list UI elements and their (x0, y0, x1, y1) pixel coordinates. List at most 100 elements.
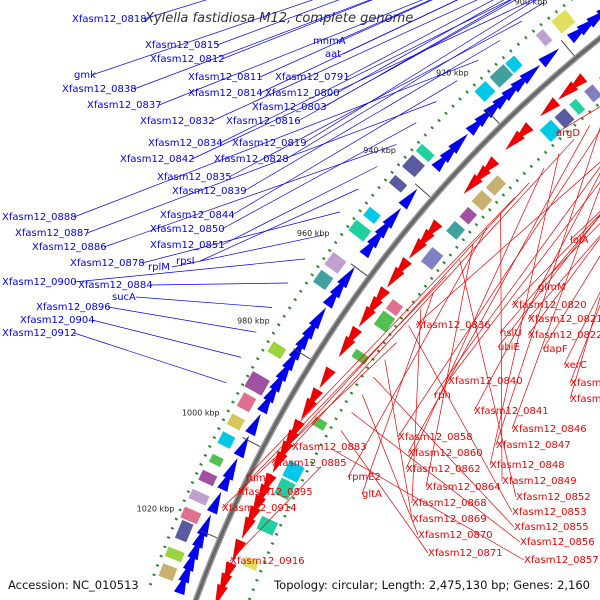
reverse-gene-label: Xfasm12_0857 (524, 555, 599, 566)
forward-gene-arrow (222, 457, 238, 481)
forward-gene-label: Xfasm12_0839 (172, 186, 247, 197)
cog-block-forward (198, 469, 218, 487)
forward-gene-label: Xfasm12_0904 (20, 315, 95, 326)
reverse-gene-arrow (251, 494, 266, 517)
reverse-gene-arrow (219, 572, 233, 595)
reverse-leader-line (527, 237, 600, 336)
reverse-gene-label: rpmE2 (348, 472, 381, 483)
reverse-gene-arrow (278, 440, 294, 463)
forward-leader-line (158, 0, 423, 106)
cog-block-reverse (420, 247, 444, 270)
tick-mark (350, 263, 368, 277)
forward-gene-arrow (337, 266, 355, 289)
forward-leader-line (259, 0, 433, 78)
forward-leader-line (86, 101, 437, 234)
reverse-gene-arrow (424, 219, 443, 240)
forward-gene-label: mnmA (313, 36, 346, 47)
reverse-leader-line (330, 448, 525, 561)
cog-block-forward (244, 371, 270, 396)
reverse-gene-label: Xfasm12_0852 (516, 492, 591, 503)
reverse-gene-label: Xfasm12_0864 (426, 482, 501, 493)
forward-leader-line (221, 166, 378, 246)
reverse-gene-arrow (215, 583, 228, 600)
reverse-gene-label: Xfasm12_0848 (490, 460, 565, 471)
reverse-gene-arrow (272, 450, 288, 473)
cog-block-forward (267, 341, 287, 360)
forward-gene-arrow (538, 48, 560, 68)
cog-block-reverse (274, 477, 296, 500)
cog-block-reverse (351, 348, 370, 365)
cog-block-reverse (569, 98, 586, 115)
forward-leader-line (199, 188, 359, 262)
forward-leader-line (259, 0, 458, 94)
reverse-leader-line (229, 466, 322, 562)
reverse-gene-arrow (480, 156, 500, 177)
tick-label: 960 kbp (297, 229, 330, 238)
cog-block-reverse (539, 119, 562, 142)
cog-block-reverse (485, 175, 506, 196)
cog-block-forward (236, 392, 257, 413)
reverse-gene-arrow (307, 387, 323, 409)
cog-block-forward (489, 64, 514, 88)
forward-gene-label: Xfasm12_0819 (232, 138, 307, 149)
forward-leader-line (91, 0, 314, 76)
cog-block-forward (180, 506, 202, 525)
reverse-gene-label: Xfasm12_0849 (502, 476, 577, 487)
forward-leader-line (285, 1, 545, 160)
forward-gene-label: Xfasm12_0884 (78, 280, 153, 291)
tick-mark (242, 436, 261, 448)
forward-gene-arrow (196, 514, 211, 538)
cog-block-forward (226, 413, 245, 431)
reverse-gene-label: hslU (500, 328, 522, 339)
forward-gene-label: Xfasm12_0812 (150, 54, 225, 65)
forward-gene-label: rpsI (176, 256, 195, 267)
forward-leader-line (231, 80, 458, 216)
reverse-leader-line (473, 172, 600, 412)
reverse-leader-line (237, 275, 447, 493)
tick-mark (414, 183, 431, 198)
reverse-gene-label: Xfasm12_0895 (238, 487, 313, 498)
reverse-leader-line (351, 412, 521, 543)
forward-leader-line (141, 211, 341, 264)
forward-leader-line (243, 40, 501, 192)
reverse-gene-label: Xfasm12_0885 (272, 458, 347, 469)
reverse-gene-label: fumC (246, 473, 273, 484)
reverse-gene-label: Xfasm12_0822 (528, 330, 600, 341)
reverse-gene-label: Xfasm12_0868 (412, 498, 487, 509)
gc-ring-outer (148, 0, 574, 586)
forward-gene-label: Xfasm12_0844 (160, 210, 235, 221)
cog-block-forward (363, 206, 381, 224)
forward-gene-label: sucA (112, 292, 136, 303)
cog-block-forward (505, 55, 523, 74)
cog-block-forward (208, 453, 224, 467)
cog-block-forward (324, 252, 347, 274)
reverse-gene-arrow (319, 366, 336, 389)
forward-gene-label: Xfasm12_0887 (15, 228, 90, 239)
reverse-gene-arrow (246, 505, 261, 528)
reverse-gene-arrow (256, 483, 272, 506)
forward-gene-label: Xfasm12_0851 (150, 240, 225, 251)
reverse-gene-label: rph (434, 390, 451, 401)
cog-block-reverse (584, 84, 600, 103)
reverse-leader-line (433, 166, 600, 396)
reverse-gene-label: ubiE (498, 342, 520, 353)
cog-block-forward (402, 154, 425, 178)
reverse-leader-line (527, 235, 600, 320)
cog-block-forward (217, 431, 236, 449)
reverse-leader-line (245, 197, 516, 479)
forward-gene-label: Xfasm12_0838 (62, 84, 137, 95)
reverse-gene-arrow (289, 418, 305, 441)
reverse-leader-line (537, 222, 600, 288)
tick-mark (293, 348, 311, 360)
forward-gene-label: gmk (74, 70, 96, 81)
reverse-gene-arrow (372, 286, 390, 308)
forward-gene-arrow (586, 12, 600, 28)
forward-gene-label: Xfasm12_0803 (252, 102, 327, 113)
forward-gene-label: Xfasm12_0791 (275, 72, 350, 83)
forward-leader-line (346, 0, 494, 78)
forward-leader-line (303, 0, 536, 144)
reverse-gene-label: Xfasm12_0856 (520, 537, 595, 548)
forward-gene-arrow (519, 64, 541, 85)
forward-gene-label: Xfasm12_0886 (32, 242, 107, 253)
forward-gene-label: Xfasm12_0837 (87, 100, 162, 111)
